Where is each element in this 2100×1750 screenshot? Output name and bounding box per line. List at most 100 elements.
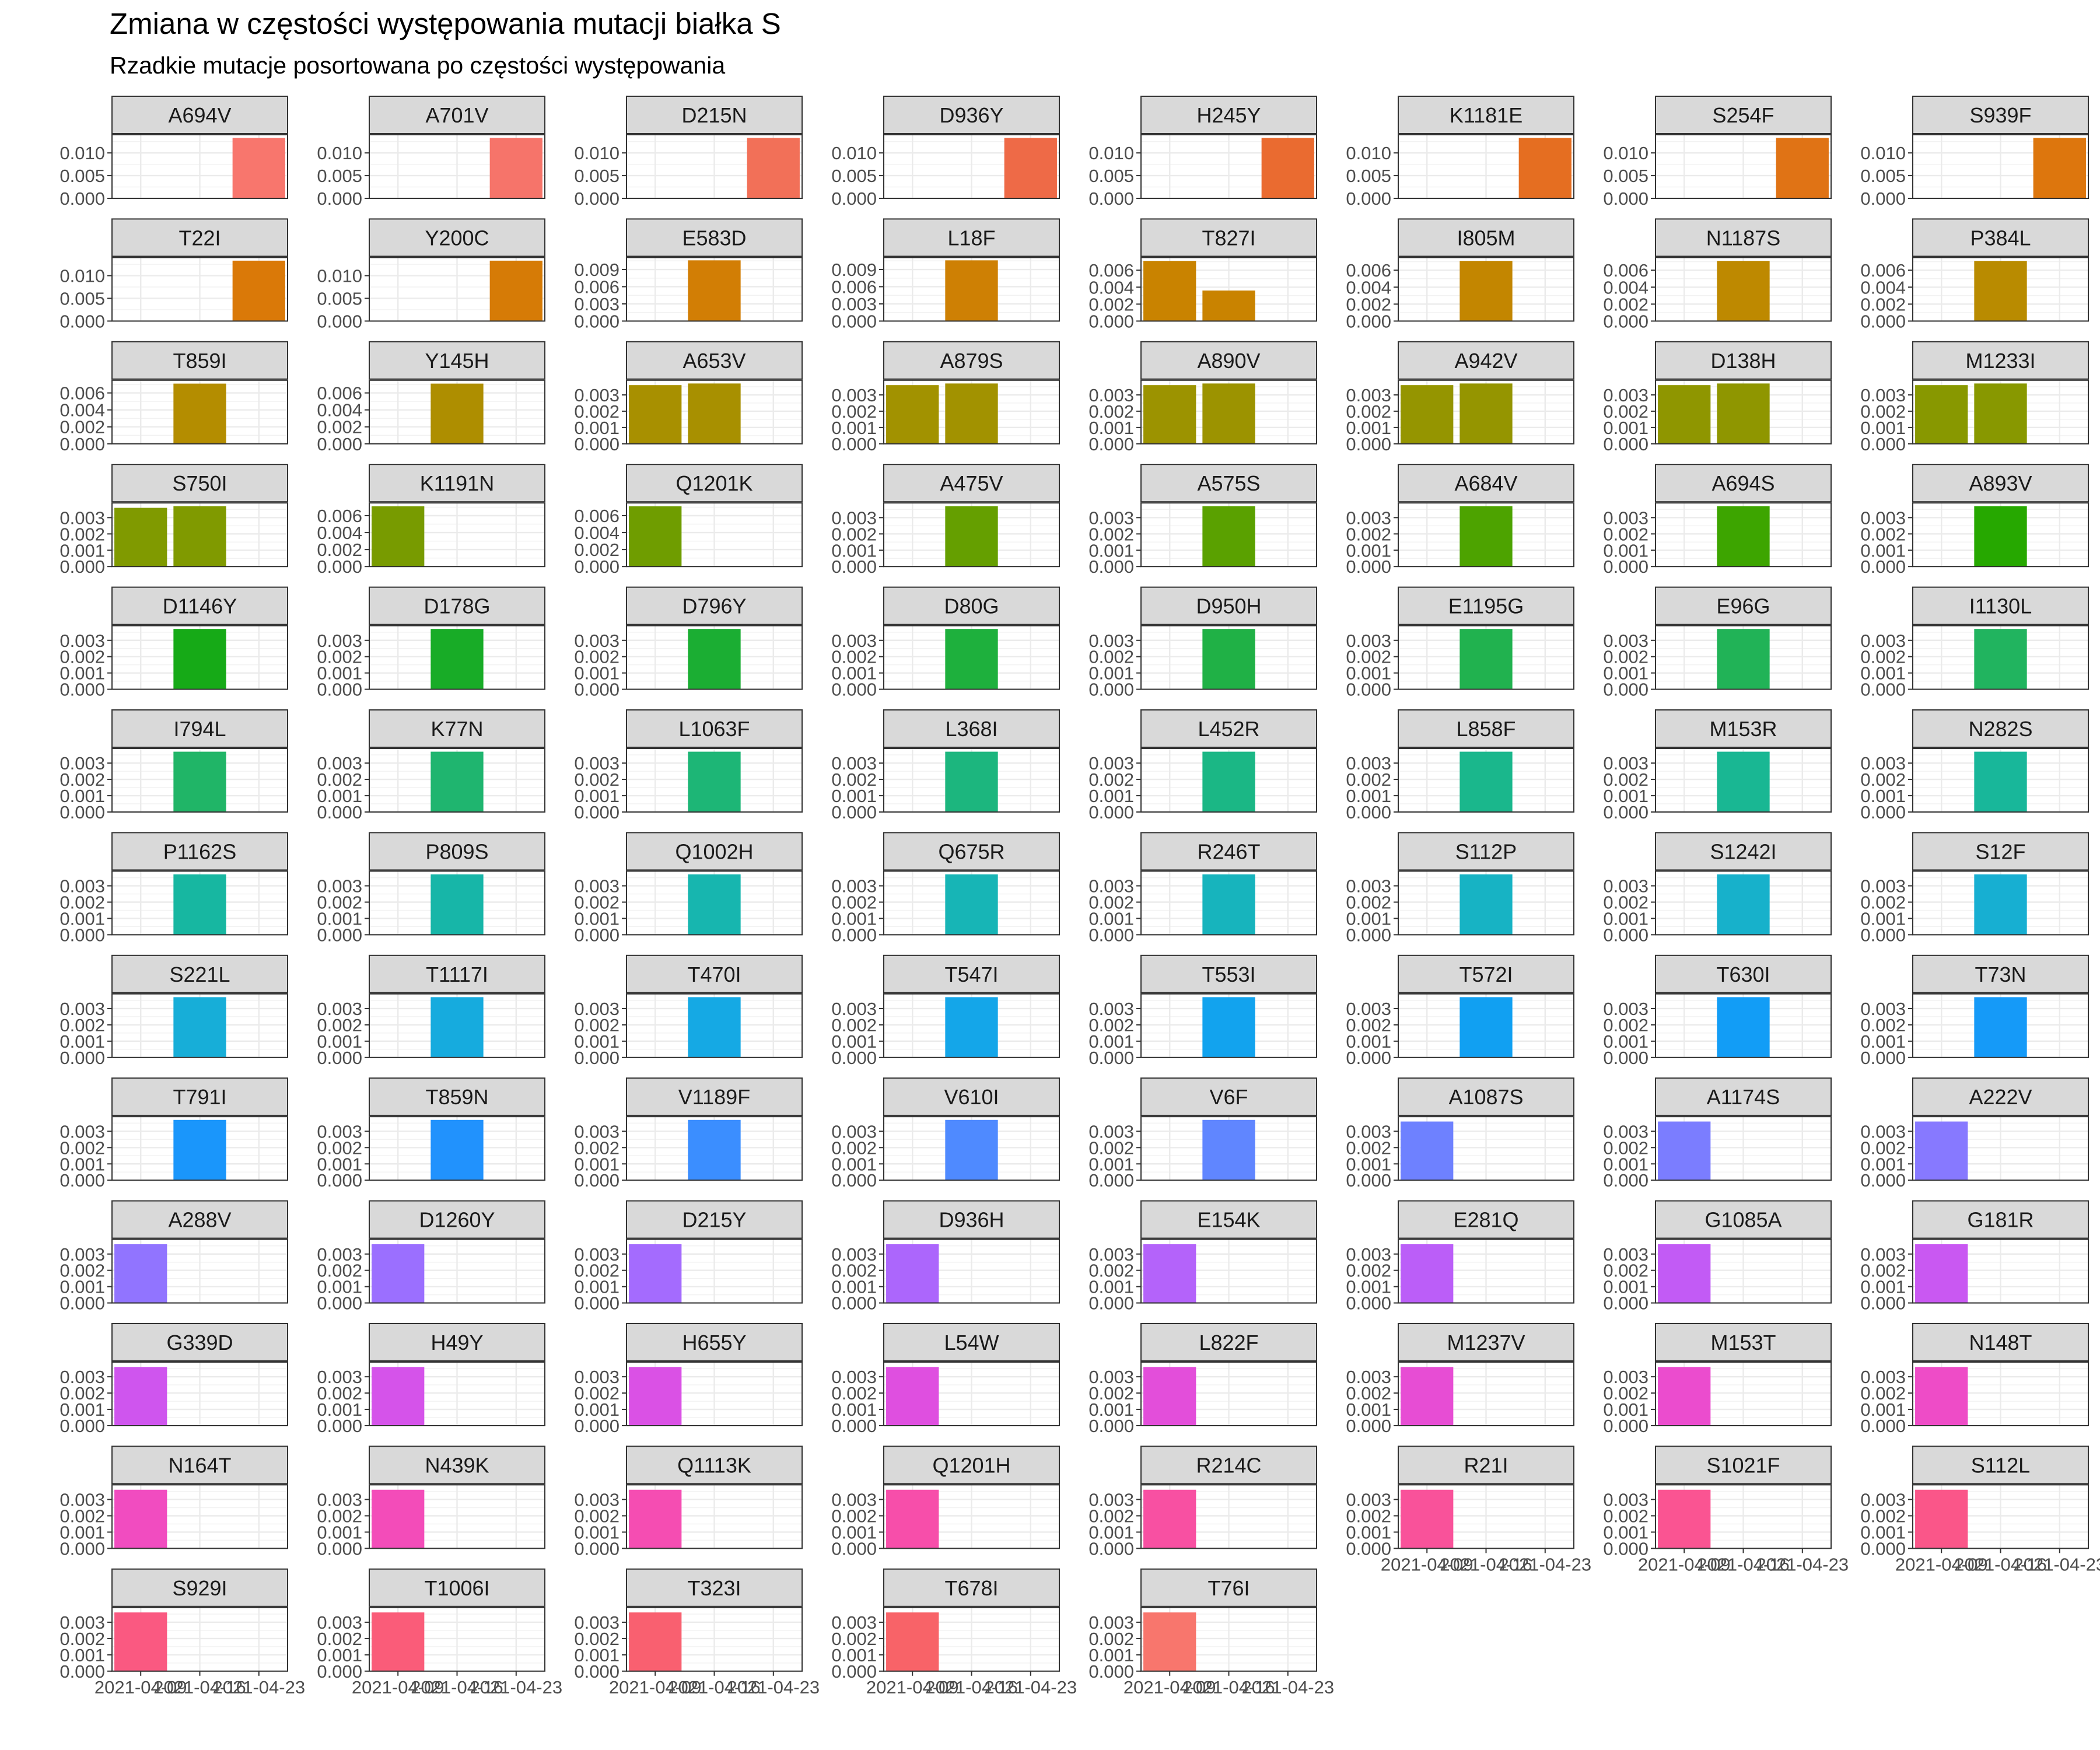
x-tick-label: 2021-04-16 <box>1440 1554 1532 1574</box>
facet-strip-label: K1191N <box>420 471 494 495</box>
facet-strip-label: G339D <box>166 1331 233 1354</box>
x-tick-label: 2021-04-09 <box>352 1677 444 1698</box>
facet-strip <box>1140 1200 1317 1239</box>
y-tick-label: 0.000 <box>1603 1293 1648 1314</box>
facet-strip-label: N1187S <box>1706 226 1780 250</box>
facet-strip-label: M153R <box>1709 717 1777 741</box>
y-tick-label: 0.002 <box>831 524 877 544</box>
bar <box>1658 1367 1711 1426</box>
y-tick-label: 0.000 <box>1088 1170 1134 1191</box>
facet-strip <box>1655 954 1832 993</box>
panel-border <box>883 134 1060 199</box>
bar <box>1974 874 2027 935</box>
y-tick-label: 0.003 <box>1860 1367 1906 1387</box>
bar <box>1915 1489 1968 1549</box>
facet-strip <box>1655 464 1832 503</box>
bar <box>2033 138 2086 198</box>
bar <box>1518 138 1572 198</box>
y-tick-label: 0.000 <box>1088 1416 1134 1436</box>
panel-border <box>369 1362 545 1426</box>
y-tick-label: 0.000 <box>574 1048 620 1068</box>
y-tick-label: 0.001 <box>317 1399 362 1420</box>
panel-border <box>626 625 803 690</box>
panel-border <box>1912 502 2089 568</box>
facet-strip-label: D796Y <box>682 594 746 618</box>
y-tick-label: 0.006 <box>574 506 620 526</box>
panel-border <box>626 748 803 813</box>
y-tick-label: 0.002 <box>1860 647 1906 667</box>
y-tick-label: 0.000 <box>831 802 877 822</box>
y-tick-label: 0.001 <box>1088 908 1134 929</box>
facet-strip-label: A653V <box>682 349 746 373</box>
facet-strip <box>1912 96 2089 134</box>
facet-strip <box>1140 832 1317 871</box>
y-tick-label: 0.001 <box>1346 908 1391 929</box>
y-tick-label: 0.003 <box>1346 876 1391 897</box>
facet-strip <box>626 954 803 993</box>
bar <box>945 506 998 567</box>
facet-strip-label: N439K <box>425 1453 489 1477</box>
y-tick-label: 0.000 <box>1603 925 1648 945</box>
y-tick-label: 0.000 <box>831 434 877 454</box>
y-tick-label: 0.002 <box>1088 1629 1134 1649</box>
bar <box>1717 997 1770 1058</box>
y-tick-label: 0.001 <box>574 1645 620 1665</box>
bar <box>173 383 226 444</box>
y-tick-label: 0.001 <box>831 908 877 929</box>
chart-title: Zmiana w częstości występowania mutacji … <box>110 7 781 40</box>
facet-strip-label: Y145H <box>425 349 489 373</box>
y-tick-label: 0.000 <box>831 188 877 209</box>
facet-strip-label: T547I <box>944 963 998 986</box>
y-tick-label: 0.001 <box>60 540 105 561</box>
panel-border <box>1655 257 1832 322</box>
y-tick-label: 0.002 <box>574 1506 620 1527</box>
y-tick-label: 0.000 <box>60 1293 105 1314</box>
panel-border <box>1398 748 1574 813</box>
bar <box>886 1489 939 1549</box>
y-tick-label: 0.000 <box>831 1661 877 1682</box>
facet-strip-label: M1237V <box>1447 1331 1525 1354</box>
facet-strip <box>1140 586 1317 625</box>
y-tick-label: 0.002 <box>1860 892 1906 913</box>
y-tick-label: 0.000 <box>1088 925 1134 945</box>
y-tick-label: 0.000 <box>574 1293 620 1314</box>
bar <box>173 997 226 1058</box>
x-tick-label: 2021-04-09 <box>94 1677 187 1698</box>
panel-border <box>1398 1116 1574 1181</box>
facet-strip <box>626 1446 803 1485</box>
y-tick-label: 0.006 <box>1088 260 1134 281</box>
y-tick-label: 0.002 <box>1603 524 1648 544</box>
panel-border <box>883 1116 1060 1181</box>
bar <box>688 874 741 935</box>
facet-strip-label: T859N <box>425 1085 488 1109</box>
bar <box>1915 1367 1968 1426</box>
y-tick-label: 0.001 <box>1088 1154 1134 1174</box>
facet-strip-label: T1006I <box>424 1576 489 1600</box>
y-tick-label: 0.004 <box>317 523 362 543</box>
bar <box>489 138 542 198</box>
facet-strip-label: V610I <box>944 1085 999 1109</box>
bar <box>1143 385 1196 444</box>
bar <box>1460 261 1513 321</box>
y-tick-label: 0.001 <box>574 908 620 929</box>
y-tick-label: 0.002 <box>1088 892 1134 913</box>
y-tick-label: 0.003 <box>574 999 620 1019</box>
panel-border <box>369 502 545 568</box>
facet-strip <box>883 832 1060 871</box>
y-tick-label: 0.003 <box>1346 1121 1391 1142</box>
bar <box>1460 383 1513 444</box>
facet-panel: S1021F0.0000.0010.0020.0032021-04-092021… <box>1603 1446 1849 1574</box>
bar <box>629 1489 682 1549</box>
facet-strip-label: T572I <box>1459 963 1513 986</box>
